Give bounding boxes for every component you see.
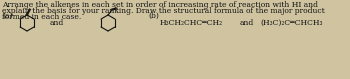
Text: (a): (a) xyxy=(2,12,13,20)
Text: and: and xyxy=(50,19,64,27)
Text: and: and xyxy=(240,19,254,27)
Text: Arrange the alkenes in each set in order of increasing rate of reaction with HI : Arrange the alkenes in each set in order… xyxy=(2,1,318,9)
Text: (H₃C)₂C═CHCH₃: (H₃C)₂C═CHCH₃ xyxy=(260,19,322,27)
Text: explain the basis for your ranking. Draw the structural formula of the major pro: explain the basis for your ranking. Draw… xyxy=(2,7,325,15)
Text: formed in each case.: formed in each case. xyxy=(2,13,81,21)
Text: (b): (b) xyxy=(148,12,159,20)
Text: H₃CH₂CHC═CH₂: H₃CH₂CHC═CH₂ xyxy=(160,19,223,27)
